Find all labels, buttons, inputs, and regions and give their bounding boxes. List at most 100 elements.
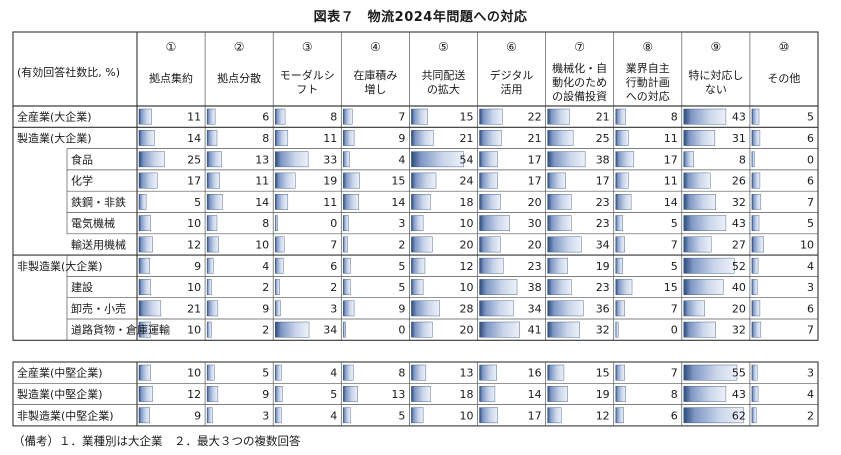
value-label: 14 [187,132,201,145]
value-label: 14 [664,196,678,209]
value-label: 11 [323,196,337,209]
value-label: 5 [671,260,678,273]
row-header-label: (有効回答社数比, %) [17,65,120,79]
bar [411,300,440,317]
value-label: 0 [330,217,337,230]
bar [275,364,282,381]
value-label: 0 [671,324,678,337]
value-label: 26 [732,175,746,188]
value-label: 10 [800,238,814,251]
value-label: 7 [807,196,814,209]
value-label: 8 [398,367,405,380]
row-label: 輸送用機械 [71,237,126,251]
value-label: 17 [187,175,201,188]
bar [479,257,504,274]
row-label: 製造業(中堅企業) [17,387,103,401]
bar [751,257,759,274]
bar [479,193,501,210]
table2-border [12,361,819,427]
bar [615,108,626,125]
value-label: 43 [732,217,746,230]
bar [275,108,286,125]
column-number: ② [234,40,245,54]
bar [411,407,424,424]
bar [206,236,220,253]
bar [138,151,165,168]
bar [547,257,568,274]
value-label: 13 [391,388,405,401]
bar [751,236,764,253]
bar [547,215,572,232]
value-label: 6 [330,260,337,273]
column-label: 共同配送 [421,68,465,82]
value-label: 21 [528,132,542,145]
value-label: 17 [596,175,610,188]
value-label: 0 [398,324,405,337]
value-label: 7 [807,324,814,337]
bar [751,215,760,232]
column-number: ⑥ [506,40,517,54]
bar [615,172,629,189]
bar [206,215,218,232]
column-label: フト [296,83,318,96]
value-label: 7 [671,302,678,315]
value-label: 10 [187,324,201,337]
bar [683,321,716,338]
value-label: 5 [194,196,201,209]
value-label: 12 [460,260,474,273]
bar [343,300,355,317]
bar [683,151,694,168]
row-label: 食品 [71,152,93,166]
bar [138,172,158,189]
row-label: 全産業(大企業) [17,110,92,124]
bar [547,407,562,424]
value-label: 38 [528,281,542,294]
value-label: 40 [732,281,746,294]
value-label: 5 [330,388,337,401]
bar [751,364,758,381]
bar [479,108,503,125]
bar [206,257,214,274]
column-number: ⑤ [438,40,449,54]
bar [479,130,502,146]
bar [683,257,735,274]
bar [411,236,433,253]
bar [411,193,431,210]
value-label: 15 [664,281,678,294]
value-label: 24 [460,175,474,188]
value-label: 11 [323,132,337,145]
value-label: 9 [398,302,405,315]
bar [479,407,498,424]
value-label: 10 [187,367,201,380]
value-label: 3 [807,281,814,294]
bar [411,172,437,189]
bar [547,364,565,381]
bar [547,236,582,253]
column-label: 動化のため [552,75,607,89]
bar [138,257,150,274]
value-label: 10 [255,238,269,251]
bar [683,193,716,210]
value-label: 31 [732,132,746,145]
value-label: 28 [460,302,474,315]
bar [683,172,711,189]
bar [206,130,218,146]
bar [547,151,586,168]
bar [138,108,152,125]
bar [615,321,619,338]
row-label: 鉄鋼・非鉄 [71,195,126,209]
value-label: 7 [398,111,405,124]
row-label: 電気機械 [71,216,115,230]
bar [138,236,153,253]
value-label: 19 [596,388,610,401]
column-number: ⑦ [574,40,585,54]
bar [138,407,150,424]
column-number: ④ [370,40,381,54]
value-label: 12 [187,388,201,401]
bar [138,364,151,381]
bar [343,172,360,189]
bar [751,130,761,146]
bar [343,407,351,424]
value-label: 43 [732,111,746,124]
